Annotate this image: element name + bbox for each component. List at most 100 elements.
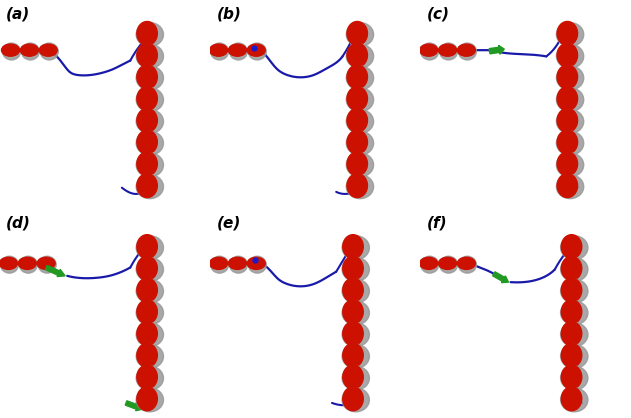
- Ellipse shape: [248, 43, 266, 60]
- Ellipse shape: [562, 387, 582, 411]
- Ellipse shape: [137, 43, 157, 67]
- Ellipse shape: [562, 278, 582, 302]
- Text: (c): (c): [427, 6, 449, 21]
- Ellipse shape: [343, 234, 363, 259]
- FancyArrow shape: [45, 265, 65, 277]
- Ellipse shape: [136, 301, 163, 325]
- Ellipse shape: [457, 44, 475, 56]
- Ellipse shape: [137, 65, 157, 89]
- Ellipse shape: [421, 256, 439, 273]
- Ellipse shape: [136, 23, 163, 46]
- Ellipse shape: [209, 44, 228, 56]
- Ellipse shape: [346, 66, 374, 90]
- Ellipse shape: [20, 256, 37, 273]
- Ellipse shape: [136, 257, 163, 281]
- Ellipse shape: [137, 108, 157, 133]
- Ellipse shape: [137, 152, 157, 176]
- Ellipse shape: [557, 23, 584, 46]
- Ellipse shape: [347, 87, 367, 111]
- Ellipse shape: [137, 130, 157, 154]
- Ellipse shape: [420, 257, 438, 270]
- Ellipse shape: [39, 44, 57, 56]
- Ellipse shape: [342, 236, 369, 260]
- Ellipse shape: [346, 153, 374, 177]
- Ellipse shape: [136, 388, 163, 412]
- Ellipse shape: [247, 257, 265, 270]
- Ellipse shape: [560, 388, 588, 412]
- Ellipse shape: [136, 344, 163, 368]
- Ellipse shape: [347, 108, 367, 133]
- Ellipse shape: [343, 387, 363, 411]
- Ellipse shape: [137, 387, 157, 411]
- Ellipse shape: [247, 44, 265, 56]
- Ellipse shape: [562, 300, 582, 324]
- Ellipse shape: [557, 130, 577, 154]
- Ellipse shape: [136, 44, 163, 68]
- Ellipse shape: [346, 23, 374, 46]
- Ellipse shape: [137, 21, 157, 46]
- Ellipse shape: [560, 279, 588, 303]
- Ellipse shape: [21, 43, 39, 60]
- Ellipse shape: [440, 43, 457, 60]
- Ellipse shape: [1, 44, 20, 56]
- Ellipse shape: [137, 321, 157, 346]
- Ellipse shape: [557, 175, 584, 199]
- Ellipse shape: [421, 43, 439, 60]
- Ellipse shape: [439, 44, 456, 56]
- Text: (e): (e): [216, 215, 241, 230]
- Ellipse shape: [557, 65, 577, 89]
- Ellipse shape: [347, 173, 367, 198]
- Ellipse shape: [40, 43, 58, 60]
- Ellipse shape: [228, 44, 246, 56]
- Ellipse shape: [347, 130, 367, 154]
- Text: (b): (b): [216, 6, 241, 21]
- Ellipse shape: [560, 323, 588, 347]
- Ellipse shape: [343, 278, 363, 302]
- Ellipse shape: [136, 366, 163, 390]
- Ellipse shape: [560, 366, 588, 390]
- Ellipse shape: [346, 131, 374, 155]
- Ellipse shape: [230, 256, 247, 273]
- Ellipse shape: [0, 257, 18, 270]
- Ellipse shape: [347, 65, 367, 89]
- Ellipse shape: [136, 153, 163, 177]
- Ellipse shape: [557, 173, 577, 198]
- Ellipse shape: [137, 234, 157, 259]
- Ellipse shape: [557, 153, 584, 177]
- Ellipse shape: [343, 321, 363, 346]
- Ellipse shape: [137, 300, 157, 324]
- Text: (d): (d): [6, 215, 31, 230]
- Ellipse shape: [137, 256, 157, 280]
- Ellipse shape: [230, 43, 247, 60]
- Ellipse shape: [228, 257, 246, 270]
- Ellipse shape: [557, 110, 584, 133]
- Ellipse shape: [557, 43, 577, 67]
- Ellipse shape: [562, 365, 582, 389]
- Ellipse shape: [347, 21, 367, 46]
- FancyArrow shape: [489, 46, 504, 54]
- Ellipse shape: [343, 343, 363, 367]
- Ellipse shape: [557, 108, 577, 133]
- Ellipse shape: [557, 88, 584, 112]
- Ellipse shape: [439, 257, 456, 270]
- Ellipse shape: [342, 323, 369, 347]
- Ellipse shape: [457, 257, 475, 270]
- FancyArrow shape: [493, 272, 509, 283]
- Ellipse shape: [560, 344, 588, 368]
- Ellipse shape: [38, 256, 56, 273]
- Text: (f): (f): [427, 215, 447, 230]
- Ellipse shape: [136, 175, 163, 199]
- Ellipse shape: [209, 257, 228, 270]
- Ellipse shape: [557, 152, 577, 176]
- Ellipse shape: [136, 131, 163, 155]
- Ellipse shape: [557, 87, 577, 111]
- Ellipse shape: [560, 236, 588, 260]
- Ellipse shape: [342, 257, 369, 281]
- Ellipse shape: [3, 43, 21, 60]
- Ellipse shape: [560, 257, 588, 281]
- Ellipse shape: [136, 66, 163, 90]
- Ellipse shape: [346, 44, 374, 68]
- Ellipse shape: [342, 301, 369, 325]
- Ellipse shape: [562, 343, 582, 367]
- Ellipse shape: [136, 88, 163, 112]
